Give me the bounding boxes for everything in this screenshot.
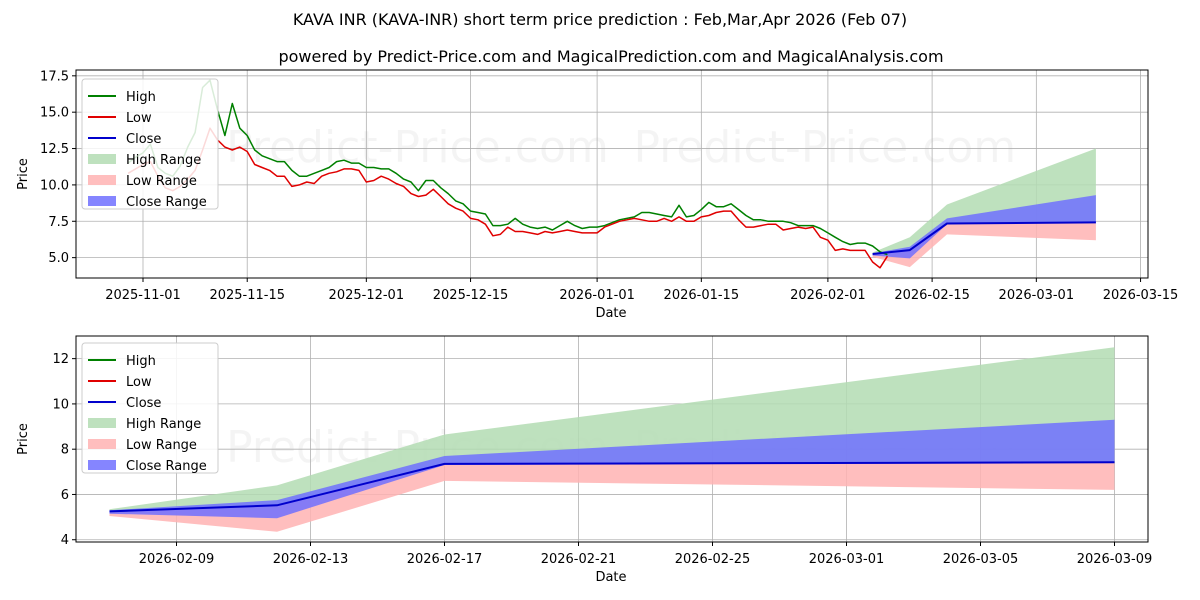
x-tick-label: 2026-01-15	[664, 288, 740, 303]
low-range-band	[109, 462, 1115, 532]
x-tick-label: 2026-03-01	[809, 552, 885, 567]
x-tick-label: 2026-03-09	[1077, 552, 1153, 567]
x-tick-label: 2026-03-01	[999, 288, 1075, 303]
x-tick-label: 2026-03-05	[943, 552, 1019, 567]
watermark-text: Predict-Price.com	[633, 122, 1016, 173]
x-tick-label: 2026-02-13	[273, 552, 349, 567]
plot-frame	[75, 335, 1149, 543]
top-plot: Predict-Price.com Predict-Price.com 5.0 7.5…	[16, 69, 1178, 321]
y-tick-label: 6	[61, 488, 69, 503]
low-range-legend-swatch	[88, 175, 116, 185]
x-tick-label: 2025-12-15	[433, 288, 509, 303]
legend-label: Low Range	[126, 438, 197, 453]
legend-label: High	[126, 354, 156, 369]
chart-title: KAVA INR (KAVA-INR) short term price pre…	[293, 10, 907, 29]
x-tick-label: 2025-12-01	[329, 288, 405, 303]
high-series-line	[127, 79, 888, 256]
legend: High Low Close High Range Low Range Close Ran…	[81, 342, 219, 474]
chart-subtitle: powered by Predict-Price.com and Magical…	[278, 47, 943, 66]
legend-label: Low	[126, 111, 152, 126]
y-tick-label: 5.0	[48, 251, 69, 266]
y-tick-label: 10.0	[40, 178, 69, 193]
close-range-band	[109, 419, 1115, 519]
high-range-band	[109, 347, 1115, 512]
x-tick-label: 2026-02-17	[407, 552, 483, 567]
bottom-plot: Predict-Price.comPredict-Price.com468101…	[16, 335, 1153, 585]
legend-label: High	[126, 90, 156, 105]
close-series-line	[109, 461, 1115, 513]
legend-label: Low	[126, 375, 152, 390]
high-range-band	[872, 148, 1096, 254]
x-tick-label: 2026-02-25	[675, 552, 751, 567]
y-tick-label: 4	[61, 533, 69, 548]
legend-label: Close	[126, 396, 161, 411]
x-tick-label: 2026-02-09	[139, 552, 215, 567]
y-tick-label: 7.5	[48, 215, 69, 230]
y-axis-label: Price	[16, 423, 31, 455]
x-tick-label: 2026-03-15	[1103, 288, 1179, 303]
low-range-legend-swatch	[88, 439, 116, 449]
x-tick-label: 2026-01-01	[559, 288, 635, 303]
low-range-band	[872, 222, 1096, 268]
close-series-line	[872, 221, 1096, 255]
close-range-legend-swatch	[88, 196, 116, 206]
y-tick-label: 8	[61, 443, 69, 458]
y-tick-label: 17.5	[40, 69, 69, 84]
legend: High Low Close High Range Low Range Close Ran…	[81, 78, 219, 210]
y-tick-label: 15.0	[40, 106, 69, 121]
legend-label: Close Range	[126, 195, 207, 210]
watermark-text: Predict-Price.com	[226, 122, 609, 173]
x-tick-label: 2025-11-01	[105, 288, 181, 303]
x-axis-label: Date	[595, 570, 626, 585]
y-tick-label: 10	[52, 397, 69, 412]
high-range-legend-swatch	[88, 418, 116, 428]
legend-label: Close Range	[126, 459, 207, 474]
y-axis-label: Price	[16, 158, 31, 190]
legend-label: High Range	[126, 417, 201, 432]
close-range-band	[872, 195, 1096, 259]
high-range-legend-swatch	[88, 154, 116, 164]
x-tick-label: 2026-02-21	[541, 552, 617, 567]
legend-label: Low Range	[126, 174, 197, 189]
x-tick-label: 2026-02-01	[790, 288, 866, 303]
low-series-line	[127, 127, 889, 269]
x-tick-label: 2025-11-15	[209, 288, 285, 303]
x-axis-label: Date	[595, 306, 626, 321]
y-tick-label: 12.5	[40, 142, 69, 157]
legend-label: High Range	[126, 153, 201, 168]
y-tick-label: 12	[52, 352, 69, 367]
plot-frame	[75, 69, 1149, 279]
legend-label: Close	[126, 132, 161, 147]
close-range-legend-swatch	[88, 460, 116, 470]
x-tick-label: 2026-02-15	[894, 288, 970, 303]
